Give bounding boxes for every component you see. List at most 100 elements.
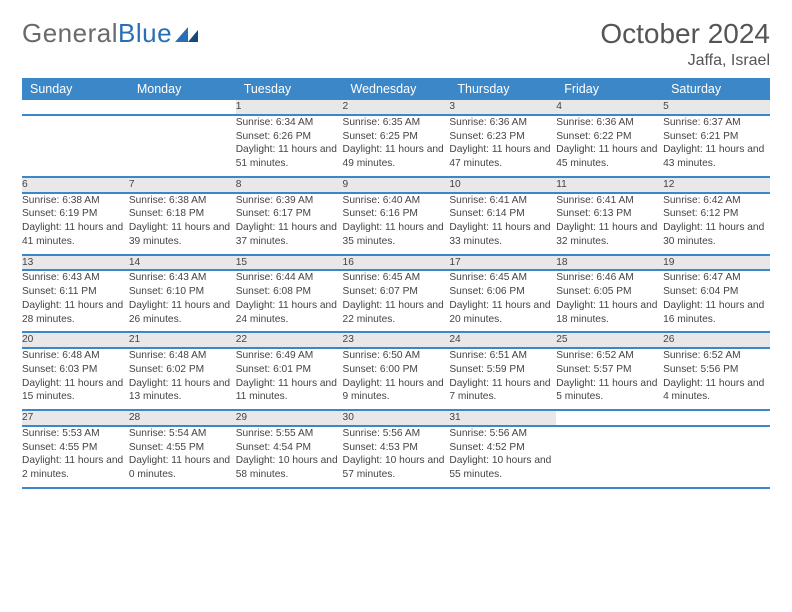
day-cell: Sunrise: 6:48 AMSunset: 6:02 PMDaylight:… [129,348,236,410]
day-cell: Sunrise: 6:52 AMSunset: 5:57 PMDaylight:… [556,348,663,410]
day-number: 21 [129,332,236,348]
sunrise-text: Sunrise: 5:56 AM [449,427,556,441]
weekday-row: Sunday Monday Tuesday Wednesday Thursday… [22,78,770,100]
day-number: 9 [343,177,450,193]
sunset-text: Sunset: 4:53 PM [343,441,450,455]
sunrise-text: Sunrise: 6:48 AM [22,349,129,363]
day-number: 22 [236,332,343,348]
brand-logo: GeneralBlue [22,18,201,49]
day-cell [556,426,663,488]
day-number: 4 [556,100,663,115]
sunrise-text: Sunrise: 6:41 AM [449,194,556,208]
day-number: 12 [663,177,770,193]
brand-part2: Blue [118,18,172,49]
daylight-text: Daylight: 11 hours and 18 minutes. [556,299,663,327]
daylight-text: Daylight: 11 hours and 2 minutes. [22,454,129,482]
day-number: 27 [22,410,129,426]
sunrise-text: Sunrise: 6:40 AM [343,194,450,208]
day-cell: Sunrise: 6:44 AMSunset: 6:08 PMDaylight:… [236,270,343,332]
day-number: 5 [663,100,770,115]
sunrise-text: Sunrise: 5:53 AM [22,427,129,441]
day-number: 10 [449,177,556,193]
sunrise-text: Sunrise: 6:42 AM [663,194,770,208]
day-cell: Sunrise: 6:43 AMSunset: 6:11 PMDaylight:… [22,270,129,332]
day-number: 7 [129,177,236,193]
sunrise-text: Sunrise: 6:48 AM [129,349,236,363]
daylight-text: Daylight: 11 hours and 30 minutes. [663,221,770,249]
day-number: 26 [663,332,770,348]
sunrise-text: Sunrise: 6:38 AM [22,194,129,208]
day-cell: Sunrise: 5:55 AMSunset: 4:54 PMDaylight:… [236,426,343,488]
sunrise-text: Sunrise: 6:52 AM [556,349,663,363]
daylight-text: Daylight: 11 hours and 39 minutes. [129,221,236,249]
daylight-text: Daylight: 11 hours and 49 minutes. [343,143,450,171]
sunrise-text: Sunrise: 6:35 AM [343,116,450,130]
day-cell: Sunrise: 6:48 AMSunset: 6:03 PMDaylight:… [22,348,129,410]
day-cell: Sunrise: 6:38 AMSunset: 6:19 PMDaylight:… [22,193,129,255]
calendar-page: GeneralBlue October 2024 Jaffa, Israel S… [0,0,792,612]
day-number [663,410,770,426]
day-cell: Sunrise: 6:45 AMSunset: 6:06 PMDaylight:… [449,270,556,332]
sunset-text: Sunset: 6:21 PM [663,130,770,144]
day-number: 14 [129,255,236,271]
sunset-text: Sunset: 6:10 PM [129,285,236,299]
sunset-text: Sunset: 6:11 PM [22,285,129,299]
weekday-monday: Monday [129,78,236,100]
daylight-text: Daylight: 11 hours and 37 minutes. [236,221,343,249]
sunset-text: Sunset: 6:06 PM [449,285,556,299]
content-row: Sunrise: 6:48 AMSunset: 6:03 PM Daylight:… [22,348,770,410]
sunset-text: Sunset: 6:03 PM [22,363,129,377]
day-number: 30 [343,410,450,426]
daylight-text: Daylight: 11 hours and 9 minutes. [343,377,450,405]
day-cell: Sunrise: 5:54 AMSunset: 4:55 PMDaylight:… [129,426,236,488]
day-cell: Sunrise: 6:37 AMSunset: 6:21 PMDaylight:… [663,115,770,177]
daylight-text: Daylight: 11 hours and 20 minutes. [449,299,556,327]
daynum-row: 6789101112 [22,177,770,193]
day-number [556,410,663,426]
sunrise-text: Sunrise: 6:45 AM [449,271,556,285]
day-number: 15 [236,255,343,271]
daylight-text: Daylight: 10 hours and 57 minutes. [343,454,450,482]
day-number: 25 [556,332,663,348]
day-cell: Sunrise: 5:53 AMSunset: 4:55 PMDaylight:… [22,426,129,488]
daylight-text: Daylight: 11 hours and 24 minutes. [236,299,343,327]
sunset-text: Sunset: 6:16 PM [343,207,450,221]
sunset-text: Sunset: 6:05 PM [556,285,663,299]
calendar-body: 12345Sunrise: 6:34 AMSunset: 6:26 PMDayl… [22,100,770,488]
sunset-text: Sunset: 6:01 PM [236,363,343,377]
day-number: 6 [22,177,129,193]
daylight-text: Daylight: 11 hours and 4 minutes. [663,377,770,405]
brand-mark-icon [175,18,201,49]
calendar-head: Sunday Monday Tuesday Wednesday Thursday… [22,78,770,100]
daynum-row: 13141516171819 [22,255,770,271]
content-row: Sunrise: 6:34 AMSunset: 6:26 PMDaylight:… [22,115,770,177]
sunrise-text: Sunrise: 6:43 AM [129,271,236,285]
day-number: 1 [236,100,343,115]
daylight-text: Daylight: 11 hours and 35 minutes. [343,221,450,249]
brand-part1: General [22,18,118,49]
day-cell: Sunrise: 6:46 AMSunset: 6:05 PMDaylight:… [556,270,663,332]
day-number: 19 [663,255,770,271]
location-label: Jaffa, Israel [600,52,770,70]
day-cell: Sunrise: 6:49 AMSunset: 6:01 PMDaylight:… [236,348,343,410]
day-cell: Sunrise: 6:42 AMSunset: 6:12 PMDaylight:… [663,193,770,255]
sunset-text: Sunset: 6:04 PM [663,285,770,299]
daylight-text: Daylight: 11 hours and 32 minutes. [556,221,663,249]
sunset-text: Sunset: 6:12 PM [663,207,770,221]
sunset-text: Sunset: 6:07 PM [343,285,450,299]
sunset-text: Sunset: 5:57 PM [556,363,663,377]
day-cell: Sunrise: 6:50 AMSunset: 6:00 PMDaylight:… [343,348,450,410]
daylight-text: Daylight: 11 hours and 43 minutes. [663,143,770,171]
weekday-sunday: Sunday [22,78,129,100]
day-cell: Sunrise: 6:38 AMSunset: 6:18 PMDaylight:… [129,193,236,255]
sunset-text: Sunset: 4:54 PM [236,441,343,455]
title-block: October 2024 Jaffa, Israel [600,18,770,70]
day-cell: Sunrise: 6:51 AMSunset: 5:59 PMDaylight:… [449,348,556,410]
sunset-text: Sunset: 4:55 PM [129,441,236,455]
daynum-row: 20212223242526 [22,332,770,348]
day-cell: Sunrise: 6:45 AMSunset: 6:07 PMDaylight:… [343,270,450,332]
daylight-text: Daylight: 11 hours and 47 minutes. [449,143,556,171]
day-cell: Sunrise: 6:47 AMSunset: 6:04 PMDaylight:… [663,270,770,332]
day-cell: Sunrise: 6:52 AMSunset: 5:56 PMDaylight:… [663,348,770,410]
day-number: 17 [449,255,556,271]
